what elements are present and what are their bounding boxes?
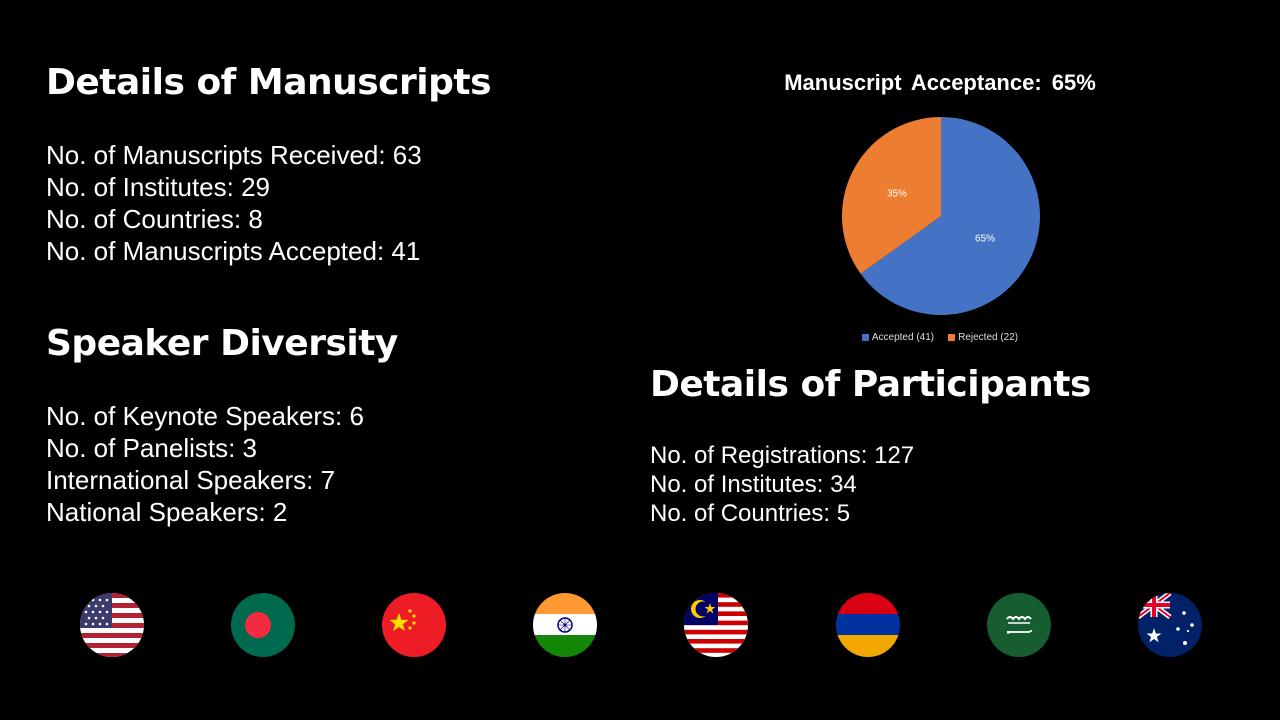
manuscripts-heading: Details of Manuscripts: [46, 62, 492, 103]
manuscripts-received-stat: No. of Manuscripts Received: 63: [46, 140, 422, 170]
participants-stats: No. of Registrations: 127 No. of Institu…: [650, 441, 914, 528]
chart-title: Manuscript Acceptance: 65%: [784, 70, 1096, 95]
malaysia-flag-icon: [684, 593, 748, 657]
manuscripts-stats: No. of Manuscripts Received: 63 No. of I…: [46, 139, 422, 267]
legend-item-rejected: Rejected (22): [948, 332, 1018, 343]
participants-institutes-stat: No. of Institutes: 34: [650, 471, 857, 498]
manuscripts-institutes-stat: No. of Institutes: 29: [46, 172, 271, 202]
usa-flag-icon: [80, 593, 144, 657]
participants-heading: Details of Participants: [650, 364, 1091, 405]
international-speakers-stat: International Speakers: 7: [46, 465, 336, 495]
pie-slice-rejected: [842, 117, 941, 274]
pie-data-label-accepted: 65%: [975, 234, 995, 245]
china-flag-icon: [382, 593, 446, 657]
national-speakers-stat: National Speakers: 2: [46, 497, 288, 527]
legend-item-accepted: Accepted (41): [861, 332, 935, 343]
armenia-flag-icon: [836, 593, 900, 657]
saudi-arabia-flag-icon: [987, 593, 1051, 657]
pie-data-label-rejected: 35%: [887, 188, 907, 199]
panelists-stat: No. of Panelists: 3: [46, 433, 257, 463]
legend-label-rejected: Rejected (22): [958, 332, 1019, 343]
legend-swatch-accepted: [861, 334, 869, 341]
india-flag-icon: [533, 593, 597, 657]
legend-label-accepted: Accepted (41): [871, 332, 935, 343]
participants-countries-stat: No. of Countries: 5: [650, 500, 851, 527]
speakers-heading: Speaker Diversity: [46, 323, 398, 364]
keynote-speakers-stat: No. of Keynote Speakers: 6: [46, 401, 364, 431]
legend-swatch-rejected: [948, 334, 956, 341]
registrations-stat: No. of Registrations: 127: [650, 442, 915, 469]
acceptance-pie-chart: 65% 35%: [842, 117, 1040, 315]
manuscripts-accepted-stat: No. of Manuscripts Accepted: 41: [46, 236, 421, 266]
manuscripts-countries-stat: No. of Countries: 8: [46, 204, 263, 234]
pie-slice-accepted: [860, 117, 1040, 315]
bangladesh-flag-icon: [231, 593, 295, 657]
speakers-stats: No. of Keynote Speakers: 6 No. of Paneli…: [46, 400, 364, 528]
chart-legend: Accepted (41) Rejected (22): [780, 332, 1100, 343]
australia-flag-icon: [1138, 593, 1202, 657]
